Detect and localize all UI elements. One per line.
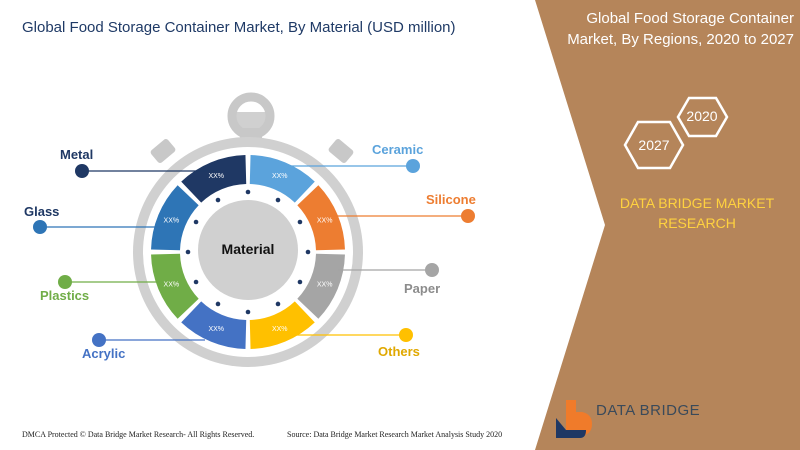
segment-silicone <box>297 185 345 251</box>
label-others: Others <box>378 344 420 359</box>
brand-text: DATA BRIDGE MARKET RESEARCH <box>619 195 775 231</box>
right-panel-background <box>535 0 800 450</box>
segment-paper <box>297 253 345 319</box>
tick-dot <box>297 279 303 285</box>
year-start-label: 2020 <box>686 108 718 124</box>
stopwatch-crown <box>150 92 354 163</box>
logo-text: DATA BRIDGE <box>596 402 701 419</box>
segment-value-metal: XX% <box>208 173 224 180</box>
footer-source: Source: Data Bridge Market Research Mark… <box>287 430 503 439</box>
center-disc <box>198 200 298 300</box>
segment-value-acrylic: XX% <box>208 326 224 333</box>
connector-dots <box>33 159 475 347</box>
label-metal: Metal <box>60 147 94 162</box>
footer-copyright: DMCA Protected © Data Bridge Market Rese… <box>22 430 255 439</box>
tick-dot <box>245 189 251 195</box>
segment-value-glass: XX% <box>164 218 180 225</box>
label-acrylic: Acrylic <box>82 346 126 361</box>
segment-acrylic <box>181 301 247 349</box>
label-plastics: Plastics <box>40 288 90 303</box>
tick-dot <box>193 279 199 285</box>
segment-value-silicone: XX% <box>317 218 333 225</box>
tick-dot <box>305 249 311 255</box>
tick-dot <box>215 301 221 307</box>
segment-value-paper: XX% <box>317 281 333 288</box>
tick-dot <box>245 309 251 315</box>
tick-dot <box>215 197 221 203</box>
segment-others <box>249 301 315 349</box>
label-paper: Paper <box>404 281 441 296</box>
segment-plastics <box>151 253 199 319</box>
tick-dot <box>193 219 199 225</box>
tick-dot <box>297 219 303 225</box>
year-end-label: 2027 <box>638 137 670 153</box>
label-ceramic: Ceramic <box>372 142 424 157</box>
hexagon-2020 <box>676 96 729 138</box>
segment-metal <box>181 155 247 203</box>
right-panel-title: Global Food Storage Container Market, By… <box>567 10 794 48</box>
hexagon-2027 <box>623 120 685 170</box>
segment-glass <box>151 185 199 251</box>
segment-value-plastics: XX% <box>164 281 180 288</box>
segment-ceramic <box>249 155 315 203</box>
main-title: Global Food Storage Container Market, By… <box>22 19 456 36</box>
segment-value-others: XX% <box>272 326 288 333</box>
data-bridge-logo-icon <box>556 400 592 438</box>
connector-lines <box>40 165 468 341</box>
dial-tick-dots <box>185 189 311 315</box>
label-glass: Glass <box>24 204 60 219</box>
tick-dot <box>185 249 191 255</box>
material-segments: XX% XX% XX% XX% XX% XX% XX% XX% <box>151 155 345 349</box>
tick-dot <box>275 197 281 203</box>
dial-center-label: Material <box>221 241 275 257</box>
segment-value-ceramic: XX% <box>272 173 288 180</box>
tick-dot <box>275 301 281 307</box>
label-silicone: Silicone <box>426 192 476 207</box>
